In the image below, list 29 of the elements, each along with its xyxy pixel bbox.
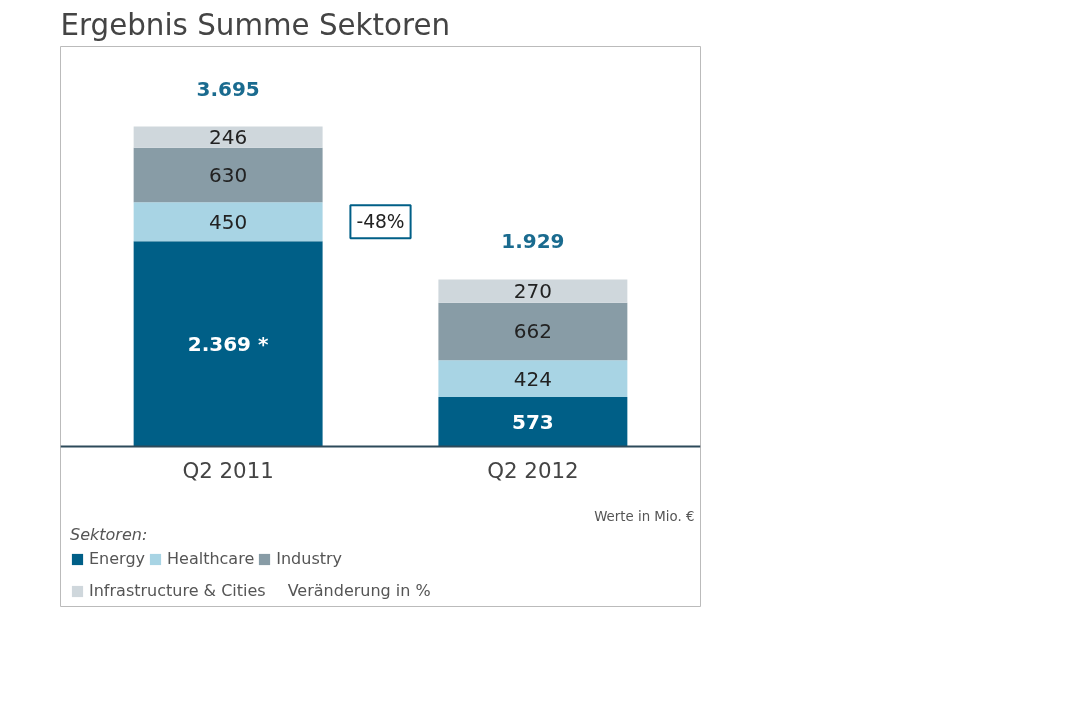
data-label: 2.369 * [187, 331, 269, 356]
bar [438, 396, 628, 447]
bar [133, 202, 323, 242]
data-label: 662 [513, 319, 552, 344]
bar [438, 302, 628, 361]
total-label: 3.695 [196, 76, 260, 101]
data-label: 630 [209, 163, 248, 188]
data-label: 424 [513, 366, 552, 391]
data-label: 246 [209, 125, 248, 150]
bar [438, 360, 628, 397]
chart-title: Ergebnis Summe Sektoren [60, 7, 451, 42]
annotation: -48% [356, 211, 405, 233]
data-label: 450 [209, 209, 248, 234]
total-label: 1.929 [501, 229, 565, 254]
legend-label: Healthcare [167, 549, 255, 568]
bar [438, 279, 628, 303]
bar [133, 126, 323, 148]
legend-title: Sektoren: [70, 525, 149, 544]
bar [133, 147, 323, 203]
data-label: 270 [513, 279, 552, 304]
data-label: 573 [512, 409, 554, 434]
x-tick-label: Q2 2012 [487, 457, 579, 483]
legend-label: Infrastructure & Cities [89, 581, 266, 600]
text: Veränderung in % [287, 581, 431, 600]
legend-label: Industry [276, 549, 343, 568]
bar [133, 241, 323, 447]
text: Werte in Mio. € [594, 509, 695, 524]
legend-label: Energy [89, 549, 146, 568]
x-tick-label: Q2 2011 [182, 457, 274, 483]
